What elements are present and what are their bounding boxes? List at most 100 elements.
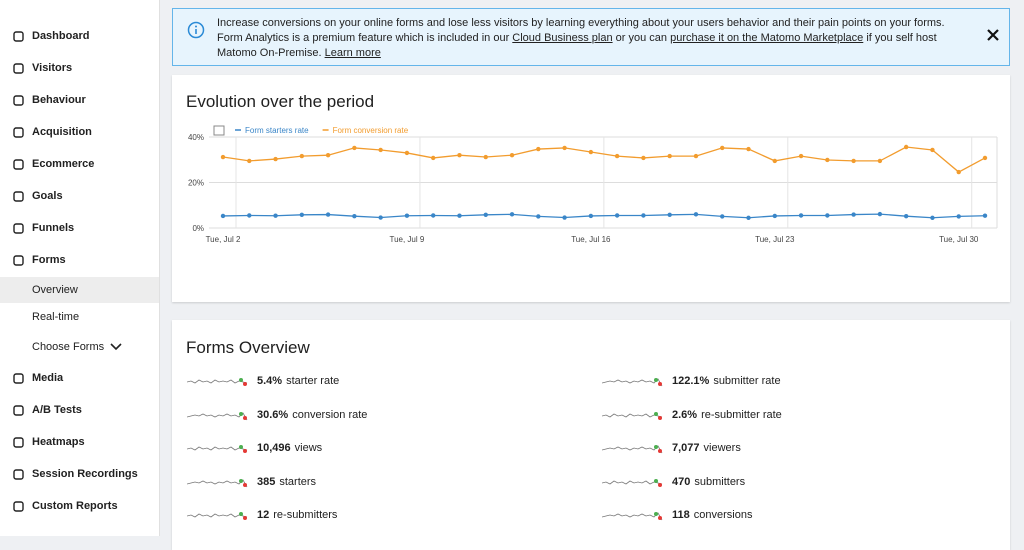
data-point (483, 212, 488, 218)
sparkline-path (187, 478, 248, 487)
nav-item[interactable]: Forms (0, 247, 159, 273)
sparkline-dot (239, 378, 243, 382)
sparkline (187, 478, 248, 487)
data-point (877, 158, 883, 164)
sparkline-dot (243, 516, 247, 520)
nav-icon (13, 222, 24, 234)
series-line (222, 213, 986, 219)
metric[interactable]: 118 conversions (602, 508, 752, 522)
icon-shape (13, 190, 24, 202)
nav-item[interactable]: A/B Tests (0, 397, 159, 423)
data-point (930, 215, 935, 220)
sparkline-dot (243, 449, 247, 453)
data-point (641, 213, 646, 218)
notice-link[interactable]: Cloud Business plan (512, 32, 613, 44)
data-point (378, 215, 383, 220)
metric-value: 30.6% (257, 408, 289, 421)
metric-value: 10,496 (257, 442, 291, 454)
data-point (457, 153, 462, 158)
x-tick-label: Tue, Jul 30 (939, 235, 979, 244)
metric[interactable]: 7,077 viewers (602, 441, 741, 455)
nav-item[interactable]: Media (0, 365, 159, 391)
icon-shape (13, 404, 24, 416)
icon-shape (13, 468, 24, 480)
metric[interactable]: 12 re-submitters (187, 508, 337, 522)
metric[interactable]: 122.1% submitter rate (602, 374, 781, 388)
nav-item[interactable]: Dashboard (0, 23, 159, 49)
data-point (536, 146, 541, 152)
data-point (588, 213, 594, 219)
sparkline (187, 445, 248, 453)
nav-icon (13, 468, 24, 480)
metric-value: 470 (672, 475, 691, 488)
nav-label: Goals (32, 190, 63, 202)
metric[interactable]: 2.6% re-submitter rate (602, 408, 782, 422)
nav-item[interactable]: Acquisition (0, 119, 159, 145)
nav-item[interactable]: Behaviour (0, 87, 159, 113)
metric-label: conversions (693, 509, 753, 521)
data-point (325, 153, 331, 158)
notice-text-part: or you can (612, 32, 671, 44)
nav-label: Ecommerce (32, 158, 95, 170)
sidebar: Dashboard Visitors Behaviour Acquisition Eco… (0, 0, 160, 536)
metric[interactable]: 5.4% starter rate (187, 374, 339, 388)
legend-label[interactable]: Form conversion rate (333, 126, 409, 135)
metric[interactable]: 10,496 views (187, 441, 322, 455)
metric-label: viewers (703, 442, 741, 454)
nav-item[interactable]: Real-time (0, 304, 159, 330)
nav-label: Dashboard (32, 30, 90, 42)
nav-label: Acquisition (32, 126, 92, 138)
metric-label: re-submitters (273, 509, 338, 521)
notice-text-part: Increase conversions on your online form… (217, 17, 945, 44)
data-point (378, 147, 383, 153)
nav-item[interactable]: Heatmaps (0, 429, 159, 455)
nav-item[interactable]: Ecommerce (0, 151, 159, 177)
nav-label: Funnels (32, 222, 75, 234)
close-button[interactable] (987, 29, 999, 41)
sparkline-path (187, 446, 248, 451)
sparkline-dot (239, 512, 243, 516)
nav-item[interactable]: Goals (0, 183, 159, 209)
sparkline-path (602, 512, 663, 521)
nav-item[interactable]: Overview (0, 277, 159, 303)
data-point (746, 215, 751, 220)
sparkline-path (187, 379, 248, 384)
nav-icon (13, 254, 24, 266)
nav-icon (13, 30, 24, 42)
metric[interactable]: 470 submitters (602, 475, 745, 489)
notice-link[interactable]: Learn more (324, 47, 381, 59)
sparkline-path (602, 445, 663, 454)
nav-item[interactable]: Visitors (0, 55, 159, 81)
metric[interactable]: 30.6% conversion rate (187, 408, 367, 422)
data-point (614, 153, 620, 159)
nav-item[interactable]: Funnels (0, 215, 159, 241)
data-point (851, 158, 856, 164)
data-point (562, 215, 567, 220)
image-export-icon (213, 125, 225, 136)
nav-icon (13, 404, 24, 416)
metric[interactable]: 385 starters (187, 475, 316, 489)
series-line (222, 146, 986, 173)
nav-item[interactable]: Choose Forms (0, 334, 159, 360)
notice-link[interactable]: purchase it on the Matomo Marketplace (670, 32, 864, 44)
legend-label[interactable]: Form starters rate (245, 126, 309, 135)
data-point (982, 213, 988, 218)
data-point (431, 155, 436, 161)
y-tick-label: 0% (192, 224, 204, 233)
metric-value: 122.1% (672, 375, 710, 387)
data-point (220, 154, 226, 160)
nav-item[interactable]: Session Recordings (0, 461, 159, 487)
nav-item[interactable]: Custom Reports (0, 493, 159, 519)
data-point (825, 213, 830, 218)
sparkline-dot (654, 411, 658, 416)
sparkline-dot (654, 445, 658, 449)
evolution-card: Evolution over the period 0% 20% 40% Tue, J… (172, 75, 1010, 302)
data-point (483, 154, 488, 160)
data-point (693, 212, 699, 217)
nav-label: Choose Forms (32, 341, 105, 353)
overview-card: Forms Overview 5.4% starter rate 30.6% conv… (172, 320, 1010, 550)
sparkline-dot (658, 482, 662, 487)
data-point (325, 212, 331, 217)
sparkline-dot (239, 478, 243, 483)
data-point (956, 214, 961, 219)
